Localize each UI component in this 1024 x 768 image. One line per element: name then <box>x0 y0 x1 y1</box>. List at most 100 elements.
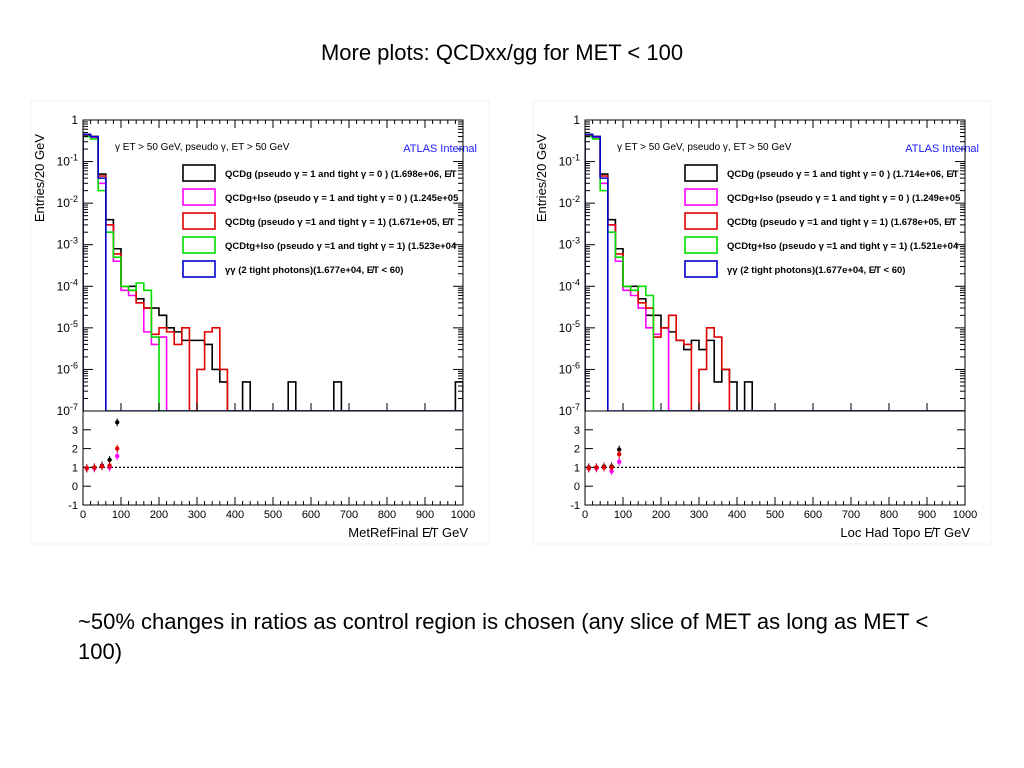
atlas-internal-label: ATLAS Internal <box>403 143 477 155</box>
ratio-point <box>617 447 622 452</box>
ratio-y-tick-label: 3 <box>72 425 78 437</box>
legend-entry: QCDg (pseudo γ = 1 and tight γ = 0 ) (1.… <box>727 169 959 180</box>
slide-caption: ~50% changes in ratios as control region… <box>78 609 929 664</box>
x-tick-label: 1000 <box>451 509 475 521</box>
ratio-point <box>115 453 120 459</box>
x-tick-label: 700 <box>842 509 860 521</box>
selection-header: γ ET > 50 GeV, pseudo γ, ET > 50 GeV <box>115 142 290 153</box>
y-tick-label: 1 <box>71 113 78 127</box>
legend-swatch <box>182 260 216 278</box>
chart-svg: 110-110-210-310-410-510-610-7Entries/20 … <box>30 100 490 545</box>
x-tick-label: 0 <box>582 509 588 521</box>
legend-entry: QCDg+Iso (pseudo γ = 1 and tight γ = 0 )… <box>225 193 459 204</box>
ratio-point <box>115 420 120 425</box>
x-tick-label: 100 <box>112 509 130 521</box>
ratio-y-tick-label: 0 <box>574 481 580 493</box>
ratio-point <box>107 457 112 463</box>
legend-swatch <box>684 164 718 182</box>
ratio-point <box>92 465 97 470</box>
x-tick-label: 900 <box>918 509 936 521</box>
x-tick-label: 800 <box>880 509 898 521</box>
ratio-y-tick-label: 2 <box>72 444 78 456</box>
legend-entry: QCDg (pseudo γ = 1 and tight γ = 0 ) (1.… <box>225 169 457 180</box>
y-tick-label: 10-1 <box>57 153 78 169</box>
legend-swatch <box>182 236 216 254</box>
x-tick-label: 200 <box>652 509 670 521</box>
legend-entry: QCDg+Iso (pseudo γ = 1 and tight γ = 0 )… <box>727 193 961 204</box>
legend-swatch <box>182 212 216 230</box>
y-axis-label: Entries/20 GeV <box>534 134 549 222</box>
selection-header: γ ET > 50 GeV, pseudo γ, ET > 50 GeV <box>617 142 792 153</box>
legend-swatch <box>182 188 216 206</box>
ratio-y-tick-label: 0 <box>72 481 78 493</box>
y-tick-label: 10-4 <box>57 277 78 293</box>
legend-swatch <box>684 188 718 206</box>
legend-entry: γγ (2 tight photons)(1.677e+04, E̸T < 60… <box>727 265 905 276</box>
x-tick-label: 100 <box>614 509 632 521</box>
x-tick-label: 900 <box>416 509 434 521</box>
legend-entry: QCDtg+Iso (pseudo γ =1 and tight γ = 1) … <box>727 241 959 252</box>
ratio-point <box>609 465 614 470</box>
x-tick-label: 1000 <box>953 509 977 521</box>
y-tick-label: 10-6 <box>559 360 580 376</box>
chart-svg: 110-110-210-310-410-510-610-7Entries/20 … <box>532 100 992 545</box>
ratio-point <box>601 465 607 470</box>
y-tick-label: 10-3 <box>559 236 580 252</box>
ratio-y-tick-label: 2 <box>574 444 580 456</box>
x-tick-label: 400 <box>226 509 244 521</box>
legend-swatch <box>684 260 718 278</box>
atlas-internal-label: ATLAS Internal <box>905 143 979 155</box>
x-tick-label: 0 <box>80 509 86 521</box>
ratio-y-tick-label: -1 <box>570 500 580 512</box>
ratio-point <box>586 466 591 471</box>
ratio-point <box>99 464 105 469</box>
legend-swatch <box>182 164 216 182</box>
x-tick-label: 200 <box>150 509 168 521</box>
histogram-lochadtopo: 1 10-1 10-2 10-3 10-4 10-5 10-6 10-7 Entries/20 … <box>532 100 992 545</box>
histogram-metreffinal: 1 10-1 10-2 10-3 10-4 10-5 10-6 10-7 Entries/20 … <box>30 100 490 545</box>
y-tick-label: 1 <box>573 113 580 127</box>
y-tick-label: 10-5 <box>57 319 78 335</box>
legend-entry: QCDtg (pseudo γ =1 and tight γ = 1) (1.6… <box>225 217 455 228</box>
y-tick-label: 10-6 <box>57 360 78 376</box>
y-tick-label: 10-5 <box>559 319 580 335</box>
ratio-y-tick-label: 1 <box>574 462 580 474</box>
y-tick-label: 10-4 <box>559 277 580 293</box>
y-tick-label: 10-3 <box>57 236 78 252</box>
legend-swatch <box>684 212 718 230</box>
x-tick-label: 300 <box>188 509 206 521</box>
ratio-y-tick-label: -1 <box>68 500 78 512</box>
legend-entry: γγ (2 tight photons)(1.677e+04, E̸T < 60… <box>225 265 403 276</box>
ratio-y-tick-label: 3 <box>574 425 580 437</box>
ratio-y-tick-label: 1 <box>72 462 78 474</box>
legend-entry: QCDtg+Iso (pseudo γ =1 and tight γ = 1) … <box>225 241 457 252</box>
ratio-point <box>617 459 622 464</box>
y-tick-label: 10-7 <box>559 402 580 418</box>
slide-title: More plots: QCDxx/gg for MET < 100 <box>320 40 684 65</box>
ratio-point <box>617 452 622 457</box>
ratio-point <box>115 446 120 451</box>
y-axis-label: Entries/20 GeV <box>32 134 47 222</box>
ratio-point <box>107 463 112 468</box>
x-tick-label: 600 <box>302 509 320 521</box>
x-tick-label: 500 <box>264 509 282 521</box>
x-tick-label: 700 <box>340 509 358 521</box>
histogram-line-qcdtg-iso <box>83 135 463 411</box>
x-tick-label: 400 <box>728 509 746 521</box>
y-tick-label: 10-2 <box>57 194 78 210</box>
x-tick-label: 500 <box>766 509 784 521</box>
ratio-point <box>594 465 599 470</box>
histogram-line-qcdg <box>83 133 463 411</box>
x-tick-label: 600 <box>804 509 822 521</box>
y-tick-label: 10-2 <box>559 194 580 210</box>
ratio-point <box>84 466 89 471</box>
x-tick-label: 800 <box>378 509 396 521</box>
legend-swatch <box>684 236 718 254</box>
histogram-line-qcdtg-iso <box>585 135 965 411</box>
y-tick-label: 10-7 <box>57 402 78 418</box>
x-axis-label: MetRefFinal E̸T GeV <box>348 525 468 540</box>
x-axis-label: Loc Had Topo E̸T GeV <box>840 525 970 540</box>
y-tick-label: 10-1 <box>559 153 580 169</box>
legend-entry: QCDtg (pseudo γ =1 and tight γ = 1) (1.6… <box>727 217 957 228</box>
x-tick-label: 300 <box>690 509 708 521</box>
